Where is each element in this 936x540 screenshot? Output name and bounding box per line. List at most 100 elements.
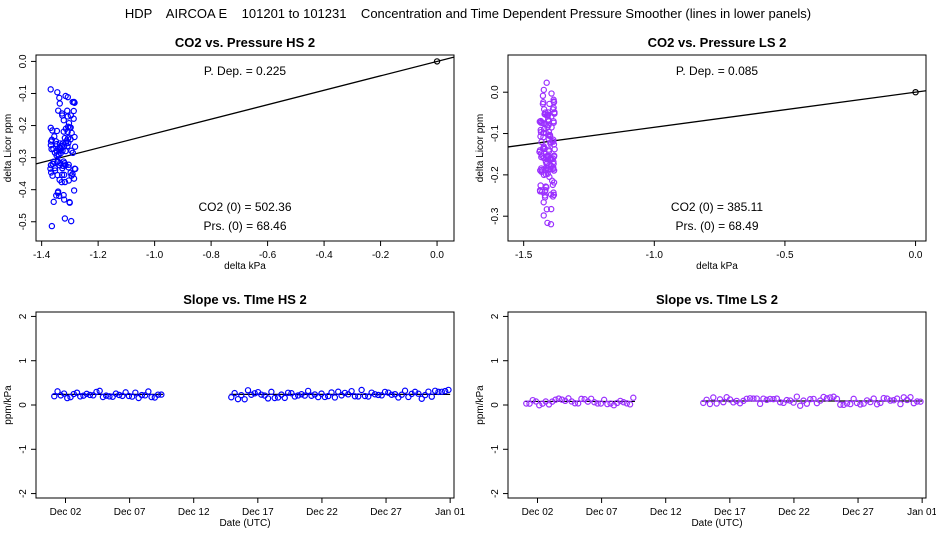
x-tick-label: -0.6 xyxy=(259,250,277,261)
data-point xyxy=(72,165,79,173)
data-point xyxy=(281,394,288,402)
data-point xyxy=(550,152,558,159)
data-point xyxy=(548,205,555,213)
data-point xyxy=(62,140,70,147)
data-point xyxy=(73,389,81,396)
x-tick-label: Jan 01 xyxy=(435,507,465,518)
data-point xyxy=(913,398,921,405)
data-point xyxy=(348,387,355,395)
data-point xyxy=(335,388,342,395)
x-tick-label: -0.4 xyxy=(315,250,333,261)
reference-point xyxy=(433,58,441,65)
data-point xyxy=(86,391,94,399)
plot-frame xyxy=(35,54,455,242)
data-point xyxy=(543,160,550,167)
data-point xyxy=(578,395,585,403)
data-layer xyxy=(523,393,924,409)
data-point xyxy=(544,156,551,163)
data-point xyxy=(241,396,248,403)
data-point xyxy=(431,387,439,395)
data-point xyxy=(96,387,103,395)
x-tick-label: Dec 07 xyxy=(586,507,618,518)
x-tick-label: -1.0 xyxy=(146,250,164,261)
data-point xyxy=(538,153,545,161)
data-point xyxy=(65,177,72,184)
data-point xyxy=(550,138,557,145)
data-point xyxy=(545,121,552,129)
data-point xyxy=(760,395,767,402)
data-point xyxy=(381,388,389,396)
x-tick-label: -0.5 xyxy=(776,250,794,261)
reference-point xyxy=(912,88,919,96)
annotation: Prs. (0) = 68.46 xyxy=(203,219,286,233)
data-point xyxy=(907,394,914,401)
data-point xyxy=(68,147,75,154)
data-point xyxy=(278,391,285,398)
plot-frame xyxy=(35,311,455,499)
x-axis-label: delta kPa xyxy=(224,261,266,272)
data-point xyxy=(867,398,874,406)
data-point xyxy=(555,395,562,402)
x-tick-label: Dec 27 xyxy=(370,507,402,518)
data-point xyxy=(47,165,54,172)
data-point xyxy=(53,127,61,135)
data-point xyxy=(358,386,365,394)
y-tick-label: 1 xyxy=(490,357,501,363)
data-point xyxy=(60,171,68,179)
data-point xyxy=(549,398,556,405)
data-point xyxy=(301,392,308,399)
data-point xyxy=(568,398,575,405)
data-point xyxy=(401,387,409,394)
data-point xyxy=(887,397,894,404)
data-point xyxy=(538,188,546,195)
data-point xyxy=(148,393,155,401)
data-point xyxy=(115,391,123,399)
data-point xyxy=(623,400,631,407)
data-point xyxy=(57,144,64,152)
data-point xyxy=(890,397,897,404)
data-point xyxy=(67,112,75,119)
data-point xyxy=(537,119,545,126)
data-point xyxy=(271,394,278,402)
data-point xyxy=(750,395,757,402)
data-point xyxy=(56,140,64,147)
data-point xyxy=(58,171,66,179)
data-point xyxy=(873,401,881,408)
data-point xyxy=(425,388,432,395)
data-point xyxy=(228,394,235,401)
data-point xyxy=(47,141,55,149)
data-point xyxy=(56,94,63,102)
plot-frame xyxy=(507,54,927,242)
data-point xyxy=(351,393,359,400)
data-point xyxy=(328,389,335,396)
data-point xyxy=(365,393,372,400)
panel-title: Slope vs. TIme LS 2 xyxy=(656,292,778,307)
data-point xyxy=(77,393,84,400)
data-point xyxy=(418,395,425,402)
data-point xyxy=(70,107,77,115)
data-point xyxy=(102,392,110,399)
data-point xyxy=(331,394,339,401)
x-axis-label: delta kPa xyxy=(696,261,738,272)
y-tick-label: 0.0 xyxy=(18,54,29,68)
data-point xyxy=(371,391,379,398)
data-point xyxy=(763,396,770,404)
data-point xyxy=(258,391,265,398)
data-point xyxy=(291,393,298,400)
data-point xyxy=(540,106,548,113)
data-point xyxy=(70,187,78,194)
data-point xyxy=(411,388,419,396)
data-point xyxy=(820,393,827,401)
x-tick-label: Dec 02 xyxy=(50,507,82,518)
y-tick-label: -1 xyxy=(18,444,29,453)
x-axis-label: Date (UTC) xyxy=(219,518,270,529)
annotation: CO2 (0) = 502.36 xyxy=(198,200,291,214)
data-point xyxy=(870,395,877,402)
x-tick-label: -1.4 xyxy=(33,250,51,261)
data-point xyxy=(368,389,375,396)
data-point xyxy=(541,188,549,195)
data-point xyxy=(65,161,72,168)
annotation: P. Dep. = 0.225 xyxy=(204,64,287,78)
data-point xyxy=(378,392,385,399)
data-point xyxy=(536,402,543,409)
